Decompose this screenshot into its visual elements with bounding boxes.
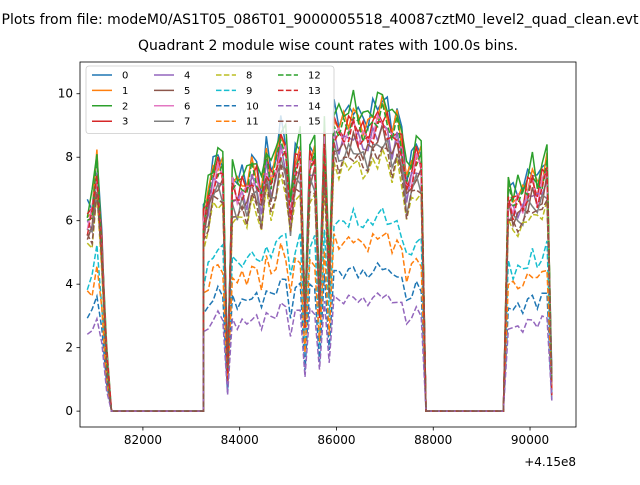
legend-label-9: 9 [246,86,252,97]
y-axis: 0 2 4 6 8 10 [58,87,80,418]
x-tick-label: 90000 [511,433,549,447]
chart-suptitle: Plots from file: modeM0/AS1T05_086T01_90… [2,12,639,28]
legend-label-15: 15 [308,117,321,128]
x-tick-label: 86000 [317,433,355,447]
x-axis: 82000 84000 86000 88000 90000 [124,427,549,447]
y-tick-label: 8 [65,150,73,164]
x-tick-label: 88000 [414,433,452,447]
series-line-15 [86,145,553,412]
legend-label-8: 8 [246,71,252,82]
legend-label-5: 5 [184,86,190,97]
legend-label-13: 13 [308,86,321,97]
legend-label-3: 3 [122,117,128,128]
legend-label-4: 4 [184,71,190,82]
y-tick-label: 6 [65,214,73,228]
series-line-11 [86,231,553,412]
legend-label-11: 11 [246,117,259,128]
legend-label-1: 1 [122,86,128,97]
legend-label-2: 2 [122,101,128,112]
legend-label-14: 14 [308,101,321,112]
y-tick-label: 4 [65,277,73,291]
x-tick-label: 82000 [124,433,162,447]
y-tick-label: 2 [65,341,73,355]
legend-label-0: 0 [122,71,128,82]
chart-title: Quadrant 2 module wise count rates with … [138,38,518,54]
series-line-10 [86,261,553,412]
legend-label-12: 12 [308,71,321,82]
x-offset-label: +4.15e8 [524,455,576,469]
legend-label-6: 6 [184,101,190,112]
y-tick-label: 0 [65,404,73,418]
x-tick-label: 84000 [221,433,259,447]
legend-label-7: 7 [184,117,190,128]
plot-frame [79,61,577,428]
legend-box [85,65,335,134]
series-line-13 [86,118,553,412]
y-tick-label: 10 [58,87,73,101]
legend-label-10: 10 [246,101,259,112]
